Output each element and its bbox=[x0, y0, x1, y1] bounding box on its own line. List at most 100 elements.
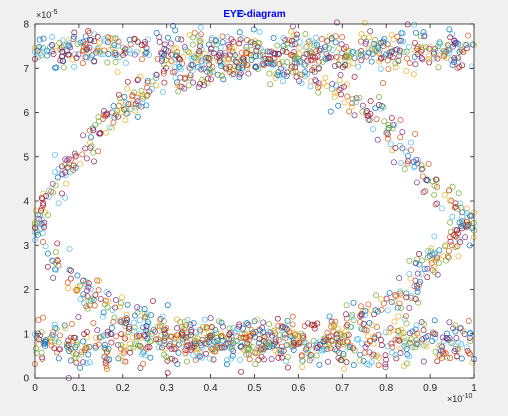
data-point bbox=[377, 55, 384, 62]
data-point bbox=[371, 335, 378, 342]
data-point bbox=[436, 247, 443, 254]
data-point bbox=[254, 43, 261, 50]
data-point bbox=[367, 98, 374, 105]
data-point bbox=[336, 77, 343, 84]
data-point bbox=[272, 336, 279, 343]
data-point bbox=[429, 337, 436, 344]
data-point bbox=[77, 296, 84, 303]
data-point bbox=[432, 348, 439, 355]
data-point bbox=[316, 338, 323, 345]
data-point bbox=[143, 329, 150, 336]
data-point bbox=[284, 69, 291, 76]
data-point bbox=[230, 325, 237, 331]
data-point bbox=[414, 45, 421, 52]
data-point bbox=[435, 353, 442, 360]
data-point bbox=[218, 330, 224, 337]
data-point bbox=[406, 59, 413, 66]
data-point bbox=[257, 327, 263, 334]
data-point bbox=[329, 338, 336, 345]
data-point bbox=[328, 318, 335, 325]
data-point bbox=[118, 341, 124, 348]
data-point bbox=[410, 158, 417, 165]
data-point bbox=[195, 64, 202, 71]
data-point bbox=[284, 364, 291, 371]
y-tick-label: 0 bbox=[23, 374, 29, 385]
data-point bbox=[216, 318, 222, 325]
data-point bbox=[385, 65, 392, 72]
data-point bbox=[374, 308, 381, 315]
data-point bbox=[264, 48, 271, 55]
data-point bbox=[413, 340, 420, 347]
data-point bbox=[412, 344, 419, 351]
data-point bbox=[121, 347, 128, 354]
data-point bbox=[308, 355, 315, 362]
data-point bbox=[134, 113, 141, 120]
data-point bbox=[322, 74, 329, 81]
data-point bbox=[363, 327, 370, 334]
data-point bbox=[419, 173, 426, 180]
data-point bbox=[452, 244, 459, 250]
data-point bbox=[103, 355, 110, 362]
data-point bbox=[132, 101, 139, 108]
data-point bbox=[430, 249, 437, 256]
data-point bbox=[40, 314, 47, 321]
data-point bbox=[101, 342, 108, 348]
data-point bbox=[418, 166, 425, 173]
data-point bbox=[324, 346, 331, 352]
data-point bbox=[411, 53, 418, 60]
data-point bbox=[303, 339, 310, 346]
data-point bbox=[53, 349, 60, 356]
data-point bbox=[223, 361, 230, 368]
data-point bbox=[421, 265, 428, 272]
data-point bbox=[170, 22, 177, 29]
data-point bbox=[173, 45, 180, 51]
data-point bbox=[275, 72, 282, 79]
data-point bbox=[412, 326, 419, 333]
data-point bbox=[366, 361, 373, 368]
data-point bbox=[117, 95, 123, 102]
data-point bbox=[266, 48, 273, 55]
data-point bbox=[403, 346, 410, 352]
data-point bbox=[285, 341, 292, 348]
data-point bbox=[260, 319, 267, 326]
data-point bbox=[420, 44, 427, 51]
data-point bbox=[66, 51, 72, 58]
data-point bbox=[458, 355, 465, 362]
data-point bbox=[301, 69, 308, 76]
data-point bbox=[312, 76, 319, 83]
data-point bbox=[92, 343, 99, 350]
data-point bbox=[403, 48, 410, 55]
data-point bbox=[187, 321, 194, 328]
data-point bbox=[420, 342, 427, 349]
data-point bbox=[304, 320, 311, 327]
data-point bbox=[105, 298, 112, 305]
data-point bbox=[457, 325, 464, 332]
data-point bbox=[50, 274, 57, 281]
data-point bbox=[83, 155, 90, 162]
data-point bbox=[447, 219, 454, 226]
data-point bbox=[65, 285, 72, 292]
data-point bbox=[333, 82, 340, 89]
data-point bbox=[447, 34, 454, 41]
x-tick-label: 0.2 bbox=[116, 383, 130, 394]
data-point bbox=[84, 293, 91, 300]
data-point bbox=[124, 78, 131, 85]
data-point bbox=[268, 332, 275, 339]
data-point bbox=[289, 69, 296, 76]
data-point bbox=[365, 49, 372, 56]
data-point bbox=[255, 39, 262, 46]
data-point bbox=[406, 304, 413, 311]
data-point bbox=[418, 162, 425, 169]
data-point bbox=[85, 284, 92, 291]
data-point bbox=[131, 328, 138, 335]
data-point bbox=[434, 200, 441, 207]
data-point bbox=[449, 31, 456, 38]
data-point bbox=[306, 50, 313, 57]
data-point bbox=[177, 319, 184, 326]
data-point bbox=[109, 44, 116, 51]
data-point bbox=[356, 94, 363, 101]
data-point bbox=[236, 321, 243, 328]
data-point bbox=[44, 263, 51, 270]
data-point bbox=[283, 342, 290, 349]
data-point bbox=[397, 290, 404, 297]
